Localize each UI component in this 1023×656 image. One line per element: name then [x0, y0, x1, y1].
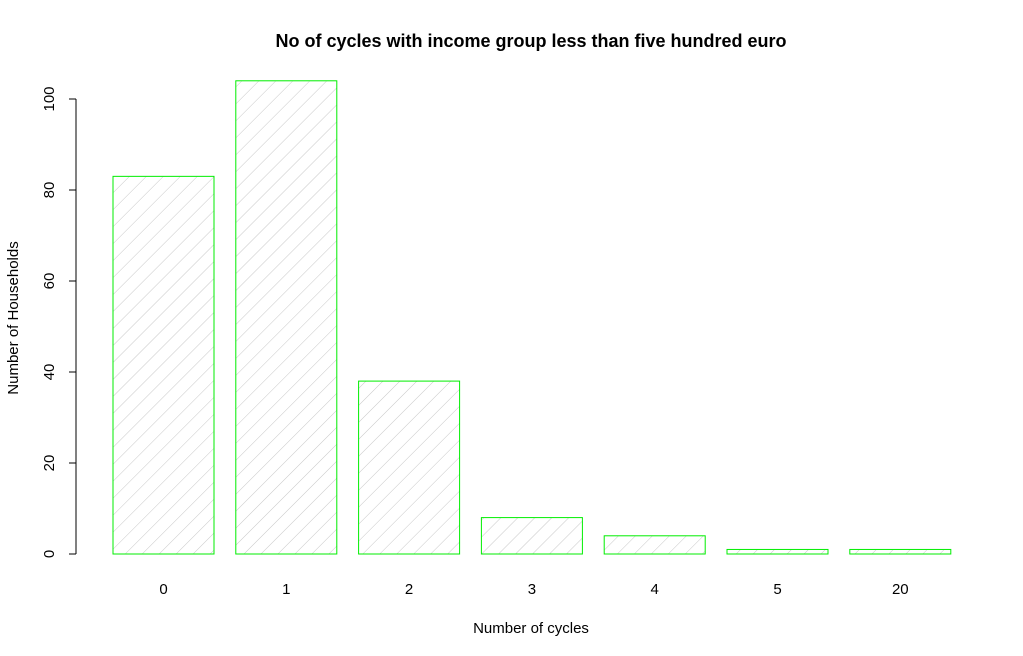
x-tick-label: 5 [773, 581, 781, 598]
chart-title: No of cycles with income group less than… [275, 31, 786, 51]
x-tick-label: 20 [892, 581, 909, 598]
y-axis: 0 20 40 60 80 100 [41, 86, 77, 558]
y-tick-label: 100 [41, 86, 58, 111]
bars-group [112, 80, 952, 555]
y-tick-label: 0 [41, 550, 58, 558]
x-axis-label: Number of cycles [473, 620, 589, 637]
bar-20 [849, 548, 952, 555]
y-tick-label: 40 [41, 364, 58, 381]
bar-4 [603, 535, 706, 555]
x-tick-label: 1 [282, 581, 290, 598]
y-tick-label: 20 [41, 455, 58, 472]
bar-0 [112, 175, 215, 555]
x-tick-label: 4 [651, 581, 659, 598]
y-axis-label: Number of Households [5, 241, 22, 394]
y-tick-label: 80 [41, 182, 58, 199]
bar-3 [480, 517, 583, 555]
bar-5 [726, 548, 829, 555]
x-tick-labels: 0 1 2 3 4 5 20 [159, 581, 908, 598]
bar-1 [235, 80, 338, 555]
x-tick-label: 2 [405, 581, 413, 598]
x-tick-label: 0 [159, 581, 167, 598]
x-tick-label: 3 [528, 581, 536, 598]
bar-2 [358, 380, 461, 555]
y-tick-label: 60 [41, 273, 58, 290]
